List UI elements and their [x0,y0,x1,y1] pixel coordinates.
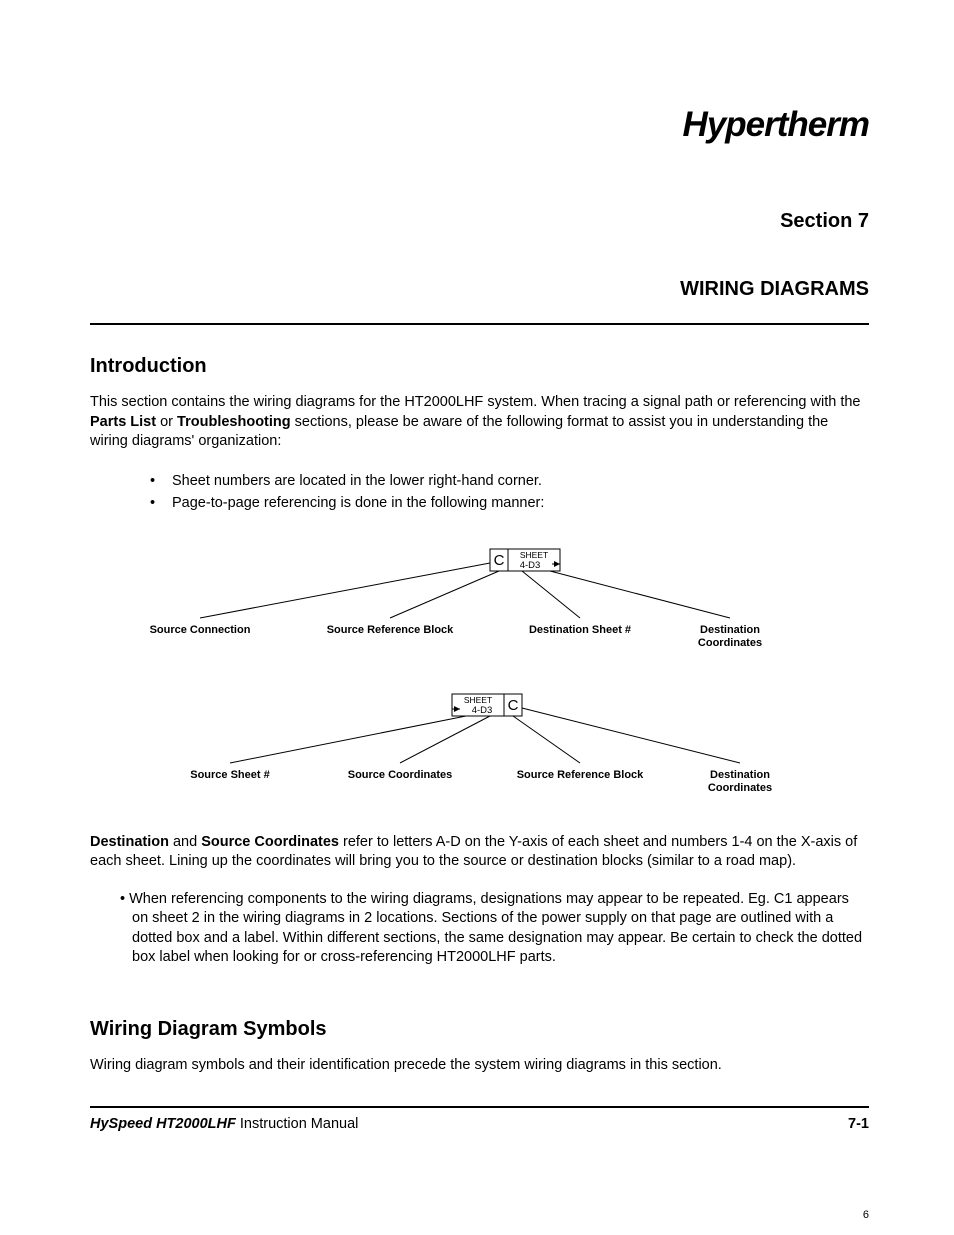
leaf-label: Source Connection [150,624,251,636]
reference-bullet: When referencing components to the wirin… [120,890,869,968]
intro-bullets: Sheet numbers are located in the lower r… [150,470,869,515]
leaf-label: Source Reference Block [327,624,454,636]
c-label: C [508,697,519,714]
sheet-line2: 4-D3 [472,705,493,716]
footer-product: HySpeed HT2000LHF [90,1116,236,1132]
leaf-label: Destination [700,624,760,636]
leaf-label-line2: Coordinates [698,637,762,649]
dest-mid: and [169,834,201,850]
intro-heading: Introduction [90,355,869,378]
section-number: Section 7 [90,210,869,233]
footer-left: HySpeed HT2000LHF Instruction Manual [90,1116,358,1132]
destination-paragraph: Destination and Source Coordinates refer… [90,833,869,872]
reference-diagram-1-svg: C SHEET 4-D3 Source Connection Source Re… [90,543,870,658]
symbols-paragraph: Wiring diagram symbols and their identif… [90,1056,869,1076]
dest-bold-1: Destination [90,834,169,850]
leaf-label: Source Reference Block [517,769,644,781]
tiny-page-number: 6 [863,1209,869,1221]
leaf-label: Source Sheet # [190,769,269,781]
sheet-line1: SHEET [464,695,492,705]
symbols-heading: Wiring Diagram Symbols [90,1018,869,1041]
sheet-line2: 4-D3 [520,560,541,571]
leaf-label-line2: Coordinates [708,782,772,794]
bullet-item: Page-to-page referencing is done in the … [150,492,869,514]
dest-bold-2: Source Coordinates [201,834,339,850]
intro-bold-troubleshooting: Troubleshooting [177,414,291,430]
intro-paragraph: This section contains the wiring diagram… [90,393,869,452]
sheet-line1: SHEET [520,550,548,560]
footer: HySpeed HT2000LHF Instruction Manual 7-1 [90,1116,869,1132]
leaf-label: Source Coordinates [348,769,453,781]
c-label: C [494,552,505,569]
footer-rule [90,1106,869,1108]
brand-logo: Hypertherm [90,105,869,145]
arrow-icon [454,706,460,712]
footer-page-number: 7-1 [848,1116,869,1132]
reference-diagram-2: SHEET 4-D3 C Source Sheet # Source Coord… [90,688,869,803]
document-page: Hypertherm Section 7 WIRING DIAGRAMS Int… [0,0,954,1235]
section-title: WIRING DIAGRAMS [90,278,869,301]
bullet-item: Sheet numbers are located in the lower r… [150,470,869,492]
arrow-icon [554,561,560,567]
title-rule [90,323,869,325]
footer-doc-title: Instruction Manual [236,1116,359,1132]
reference-diagram-1: C SHEET 4-D3 Source Connection Source Re… [90,543,869,658]
intro-text-mid: or [156,414,177,430]
leaf-label: Destination [710,769,770,781]
intro-bold-parts-list: Parts List [90,414,156,430]
reference-diagram-2-svg: SHEET 4-D3 C Source Sheet # Source Coord… [90,688,870,803]
leaf-label: Destination Sheet # [529,624,631,636]
intro-text-pre: This section contains the wiring diagram… [90,394,860,410]
